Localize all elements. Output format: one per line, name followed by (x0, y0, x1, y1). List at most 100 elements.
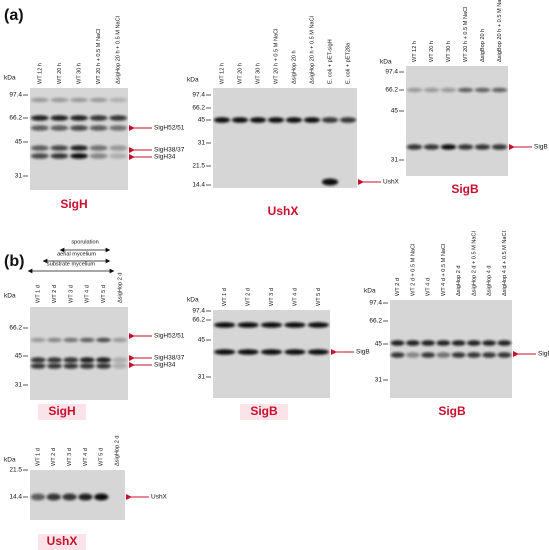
stage-label: aerial mycelium (57, 251, 96, 257)
band-label: SigH52/51 (154, 125, 185, 132)
kda-label: kDa (4, 293, 16, 300)
band (96, 363, 111, 369)
band (423, 87, 440, 93)
band (30, 357, 46, 363)
marker-label: 66.2 (192, 317, 205, 324)
blot-title: SigH (48, 404, 75, 418)
band (79, 363, 95, 369)
blot-membrane (390, 300, 512, 398)
band-label: UshX (151, 494, 168, 501)
marker-label: 21.5 (192, 163, 205, 170)
band-label: SigH52/51 (154, 333, 185, 340)
band (70, 153, 88, 159)
lane-label: WT 20 h (429, 41, 435, 62)
marker-label: 31 (391, 157, 399, 164)
band (440, 144, 457, 150)
band (436, 340, 451, 346)
band (491, 87, 508, 93)
marker-label: 66.2 (385, 87, 398, 94)
band (109, 153, 128, 159)
lane-label: E. coli + pET-sigH (327, 39, 333, 84)
blot-title: UshX (268, 204, 299, 218)
band (436, 352, 451, 358)
lane-label: WT 12 h (412, 41, 418, 62)
band (457, 144, 474, 150)
lane-label: WT 4 d + 0.5 M NaCl (441, 244, 447, 296)
lane-label: WT 2 d (395, 278, 401, 296)
band (70, 115, 88, 121)
marker-label: 45 (15, 139, 23, 146)
band (451, 340, 466, 346)
band (284, 349, 306, 355)
band (474, 87, 491, 93)
lane-label: WT 5 d (101, 285, 107, 303)
marker-label: 66.2 (369, 318, 382, 325)
lane-label: WT 20 h + 0.5 M NaCl (463, 7, 469, 62)
band (307, 322, 329, 328)
band (89, 97, 108, 103)
band (89, 153, 108, 159)
title-bg (240, 404, 288, 420)
marker-label: 31 (375, 377, 383, 384)
band (497, 340, 512, 346)
band (50, 145, 69, 151)
blot-title: UshX (47, 534, 78, 548)
lane-label: WT 30 h (255, 63, 261, 84)
band (303, 117, 321, 123)
marker-label: 97.4 (192, 92, 205, 99)
marker-label: 97.4 (369, 300, 382, 307)
marker-label: 45 (198, 117, 206, 124)
band (112, 357, 128, 363)
lane-label: WT 20 h (237, 63, 243, 84)
band (285, 117, 303, 123)
marker-label: 31 (15, 382, 23, 389)
band-label: UshX (383, 179, 400, 186)
marker-label: 97.4 (385, 69, 398, 76)
lane-label: WT 30 h (446, 41, 452, 62)
band (406, 144, 423, 150)
band (78, 493, 93, 501)
blot-membrane (30, 88, 128, 190)
band-label: SigB (356, 349, 370, 356)
title-bg (38, 404, 86, 420)
band-label: SigB (538, 351, 549, 358)
band (491, 144, 508, 150)
band (307, 349, 329, 355)
band (70, 125, 88, 131)
band (94, 493, 109, 501)
blot-title: SigB (438, 404, 466, 418)
stage-label: substrate mycelium (47, 261, 96, 267)
kda-label: kDa (4, 75, 16, 82)
lane-label: WT 20 h + 0.5 M NaCl (273, 29, 279, 84)
band (421, 340, 435, 346)
band (30, 363, 46, 369)
marker-label: 31 (198, 374, 206, 381)
lane-label: ΔsigHop 4 d (487, 266, 493, 296)
blot-membrane (30, 307, 128, 400)
lane-label: ΔsigHop 2 d (456, 266, 462, 296)
band (47, 363, 62, 369)
lane-label: WT 2 d + 0.5 M NaCl (410, 244, 416, 296)
band-label: SigH38/37 (154, 147, 185, 154)
band (390, 352, 405, 358)
kda-label: kDa (364, 288, 376, 295)
band (63, 363, 79, 369)
lane-label: WT 12 h (219, 63, 225, 84)
kda-label: kDa (4, 457, 16, 464)
band (284, 322, 306, 328)
band (63, 357, 79, 363)
lane-label: WT 20 h + 0.5 M NaCl (96, 29, 102, 84)
blot-membrane (213, 88, 357, 188)
band (109, 125, 128, 131)
band (339, 117, 357, 123)
band (474, 144, 491, 150)
band (231, 117, 249, 123)
band (457, 87, 474, 93)
band (482, 352, 496, 358)
band (467, 352, 481, 358)
band (96, 357, 111, 363)
band (260, 349, 283, 355)
band (260, 322, 283, 328)
lane-label: E. coli + pET28a (345, 42, 351, 84)
lane-label: WT 4 d (83, 448, 89, 466)
